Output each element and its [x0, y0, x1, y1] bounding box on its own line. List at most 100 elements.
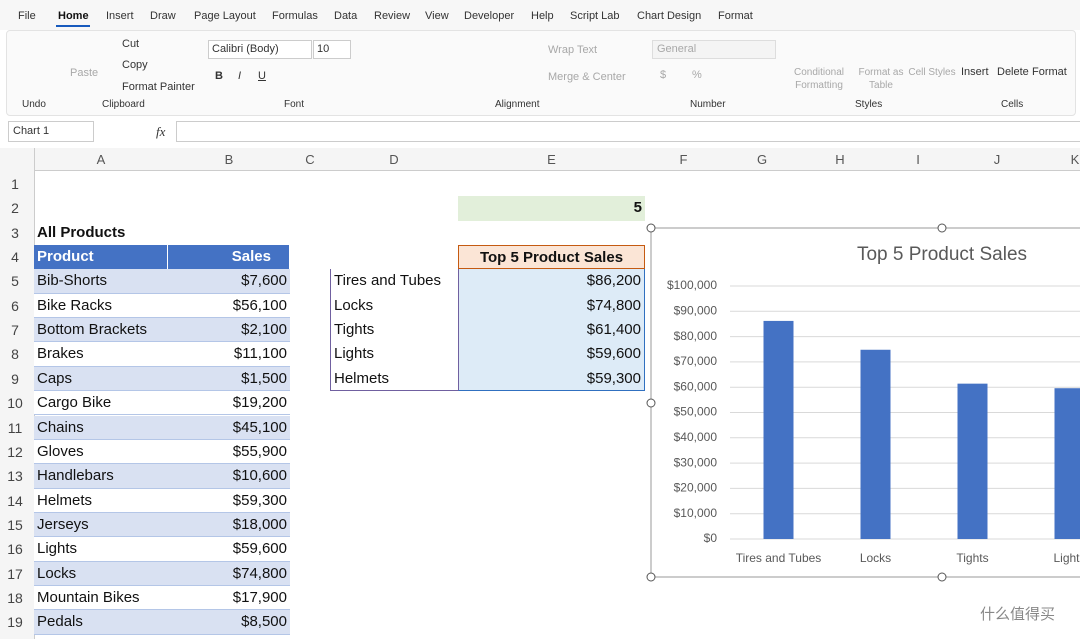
ribbon-button[interactable]: Paste [70, 67, 99, 79]
resize-handle [646, 223, 656, 233]
ribbon [6, 30, 1076, 116]
row-header: 3 [11, 224, 19, 241]
ribbon-dropdown[interactable]: General [657, 43, 697, 55]
resize-handle [937, 572, 947, 582]
sales-cell: $18,000 [168, 512, 290, 538]
ribbon-tab[interactable]: Format [718, 10, 753, 22]
product-cell: Pedals [34, 610, 168, 635]
product-cell: Caps [34, 366, 168, 392]
ribbon-tab[interactable]: Formulas [272, 10, 318, 22]
font-size-box[interactable] [313, 40, 351, 59]
ribbon-button[interactable]: Format Painter [122, 81, 195, 93]
x-tick-label: Locks [860, 551, 891, 565]
table-title: All Products [37, 223, 126, 241]
sales-cell: $45,100 [168, 415, 290, 440]
y-tick-label: $50,000 [674, 405, 718, 419]
name-box[interactable] [8, 121, 94, 142]
ribbon-button[interactable]: Format as Table [858, 67, 904, 91]
top5-product: Helmets [330, 366, 458, 392]
top5-sales: $59,600 [458, 342, 645, 367]
sales-cell: $56,100 [168, 293, 290, 319]
ribbon-button[interactable]: % [692, 69, 702, 81]
row-header: 14 [7, 492, 23, 509]
row-header: 6 [11, 297, 19, 314]
ribbon-tab[interactable]: Chart Design [637, 10, 702, 22]
ribbon-button[interactable]: Copy [122, 59, 148, 71]
ribbon-button[interactable]: Cut [122, 38, 140, 50]
y-tick-label: $30,000 [674, 455, 718, 469]
y-tick-label: $90,000 [674, 303, 718, 317]
sales-cell: $11,100 [168, 342, 290, 367]
ribbon-tab[interactable]: Developer [464, 10, 515, 22]
ribbon-group-label: Cells [1001, 99, 1024, 110]
y-tick-label: $10,000 [674, 506, 718, 520]
ribbon-dropdown[interactable]: Calibri (Body) [212, 43, 279, 55]
ribbon-tab[interactable]: Draw [150, 10, 176, 22]
ribbon-button[interactable]: U [258, 70, 266, 82]
ribbon-tab[interactable]: Review [374, 10, 411, 22]
ribbon-tab[interactable]: Data [334, 10, 358, 22]
row-header: 18 [7, 589, 23, 606]
font-name-box[interactable] [208, 40, 312, 59]
ribbon-tab[interactable]: View [425, 10, 449, 22]
x-tick-label: Lights [1053, 551, 1080, 565]
fx-label: fx [156, 124, 166, 139]
ribbon-button[interactable]: $ [660, 69, 667, 81]
sales-cell: $74,800 [168, 561, 290, 586]
row-header: 5 [11, 273, 19, 290]
sales-cell: $7,600 [168, 269, 290, 294]
sales-cell: $1,500 [168, 366, 290, 392]
product-cell: Lights [34, 537, 168, 562]
ribbon-tab[interactable]: Insert [106, 10, 134, 22]
table-header: Sales [168, 245, 290, 270]
column-header: B [224, 152, 234, 167]
ribbon-dropdown[interactable]: 10 [317, 43, 330, 55]
y-tick-label: $100,000 [667, 278, 717, 292]
ribbon-group-label: Styles [855, 99, 883, 110]
watermark: 什么值得买 [980, 606, 1056, 623]
column-header: J [993, 152, 1001, 167]
ribbon-group-label: Font [284, 99, 305, 110]
row-header: 13 [7, 468, 23, 485]
sales-cell: $8,500 [168, 610, 290, 635]
ribbon-button[interactable]: Merge & Center [548, 71, 626, 83]
y-tick-label: $60,000 [674, 379, 718, 393]
y-tick-label: $20,000 [674, 481, 718, 495]
ribbon-button[interactable]: Format [1032, 66, 1067, 78]
ribbon-button[interactable]: B [215, 70, 223, 82]
row-header: 8 [11, 346, 19, 363]
column-header: K [1070, 152, 1080, 167]
product-cell: Bib-Shorts [34, 269, 168, 294]
top5-product: Tights [330, 318, 458, 343]
ribbon-tab[interactable]: Help [531, 10, 554, 22]
ribbon-button[interactable]: Conditional Formatting [793, 67, 845, 91]
ribbon-button[interactable]: I [238, 70, 242, 82]
y-tick-label: $70,000 [674, 354, 718, 368]
ribbon-group-label: Alignment [495, 99, 540, 110]
x-tick-label: Tires and Tubes [736, 551, 822, 565]
formula-input[interactable] [176, 121, 1080, 142]
resize-handle [937, 223, 947, 233]
ribbon-button[interactable]: Cell Styles [908, 67, 956, 78]
name-box-text[interactable]: Chart 1 [13, 125, 50, 137]
ribbon-button[interactable]: Delete [997, 66, 1029, 78]
table-header: Product [34, 245, 168, 270]
sales-cell: $59,300 [168, 488, 290, 513]
active-tab-underline [56, 25, 90, 27]
product-cell: Jerseys [34, 512, 168, 538]
ribbon-tab[interactable]: Page Layout [194, 10, 256, 22]
ribbon-tab[interactable]: Script Lab [570, 10, 620, 22]
row-header: 12 [7, 443, 23, 460]
sales-cell: $55,900 [168, 439, 290, 465]
top5-product: Locks [330, 293, 458, 319]
product-cell: Mountain Bikes [34, 585, 168, 611]
resize-handle [646, 398, 656, 408]
row-header: 2 [11, 200, 19, 217]
ribbon-tab[interactable]: Home [58, 10, 89, 22]
ribbon-tab[interactable]: File [18, 10, 36, 22]
number-format-box[interactable] [652, 40, 776, 59]
chart-title: Top 5 Product Sales [857, 244, 1027, 265]
ribbon-button[interactable]: Insert [961, 66, 989, 78]
ribbon-button[interactable]: Wrap Text [548, 44, 598, 56]
ribbon-group-label: Number [690, 99, 726, 110]
